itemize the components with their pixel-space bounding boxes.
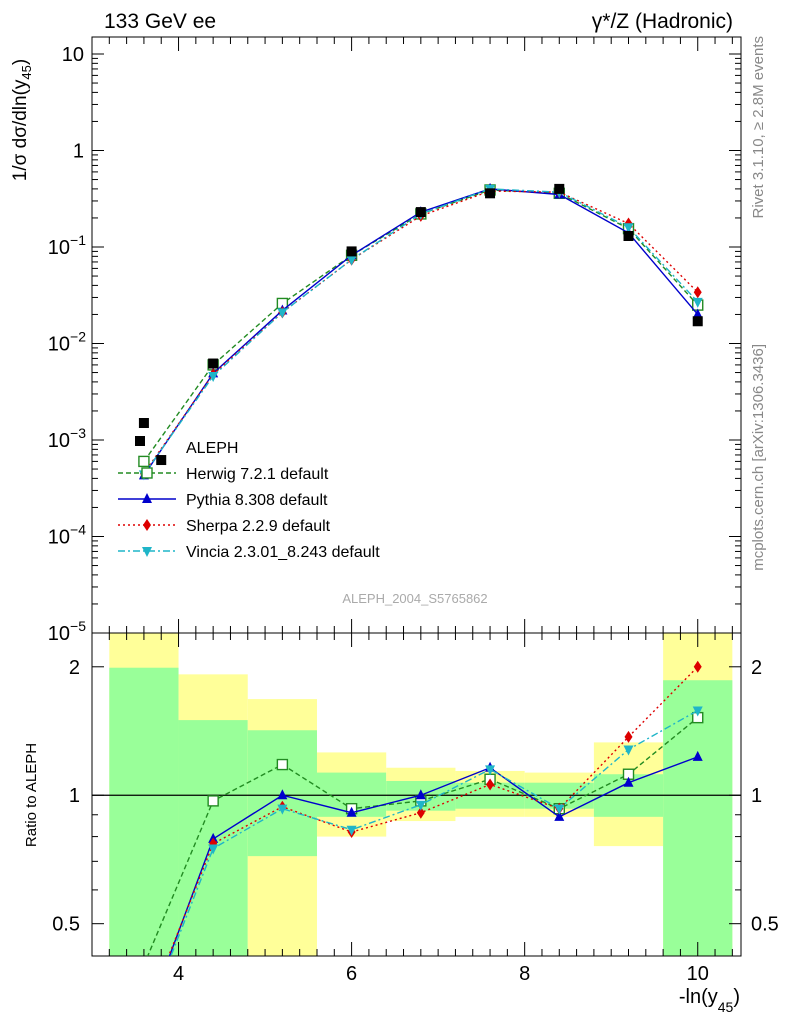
data-point xyxy=(486,778,495,791)
series-line xyxy=(143,189,699,462)
series-line xyxy=(143,188,699,475)
data-point xyxy=(346,806,357,817)
ratio-y-tick-label: 1 xyxy=(69,785,80,807)
mcplots-label: mcplots.cern.ch [arXiv:1306.3436] xyxy=(750,344,767,571)
data-point xyxy=(346,825,357,836)
data-point xyxy=(692,750,703,761)
x-tick-label: 4 xyxy=(173,963,184,985)
x-tick-label: 10 xyxy=(687,963,709,985)
y-tick-label: 10−5 xyxy=(48,618,86,645)
rivet-label: Rivet 3.1.10, ≥ 2.8M events xyxy=(750,36,767,219)
series-line xyxy=(143,190,699,474)
data-point xyxy=(415,789,426,800)
data-point xyxy=(346,255,357,266)
svg-text:1/σ dσ/dln(y45): 1/σ dσ/dln(y45) xyxy=(10,59,34,181)
data-point xyxy=(623,745,634,756)
data-point xyxy=(485,188,496,199)
uncertainty-band-green xyxy=(109,667,179,956)
data-point xyxy=(156,455,167,466)
legend-label: Vincia 2.3.01_8.243 default xyxy=(186,544,380,561)
data-point xyxy=(692,316,703,327)
ratio-frame xyxy=(91,632,742,957)
data-point xyxy=(208,372,219,383)
data-point xyxy=(623,230,634,241)
y-tick-label: 10−3 xyxy=(48,425,86,452)
y-tick-label: 10−2 xyxy=(48,328,86,355)
ratio-y-tick-label: 0.5 xyxy=(751,914,779,936)
data-point xyxy=(624,730,633,743)
main-series-group xyxy=(138,182,704,481)
ratio-y-tick-label: 2 xyxy=(751,657,762,679)
data-point xyxy=(138,418,149,429)
header-left: 133 GeV ee xyxy=(104,10,216,33)
main-plot: 10 1 10−1 10−2 10−3 10−4 10−5 xyxy=(48,36,742,645)
legend-label: Sherpa 2.2.9 default xyxy=(186,518,331,535)
data-point xyxy=(208,358,219,369)
data-point xyxy=(554,183,565,194)
data-point xyxy=(692,308,703,319)
ratio-plot: 4 6 8 10 0.5 0.5 1 1 2 2 xyxy=(52,632,779,985)
ratio-y-tick-label: 1 xyxy=(751,785,762,807)
data-point xyxy=(416,806,425,819)
y-tick-label: 1 xyxy=(73,140,84,162)
x-tick-label: 6 xyxy=(346,963,357,985)
data-point xyxy=(277,789,288,800)
data-point xyxy=(142,547,152,557)
data-point xyxy=(141,467,153,479)
legend: ALEPH Herwig 7.2.1 default Pythia 8.308 de… xyxy=(118,436,380,561)
x-axis-label: -ln(y45) xyxy=(679,986,740,1015)
header-right: γ*/Z (Hadronic) xyxy=(592,10,733,33)
x-tick-label: 8 xyxy=(519,963,530,985)
data-point xyxy=(207,795,219,807)
data-point xyxy=(415,207,426,218)
data-point xyxy=(485,765,496,776)
data-point xyxy=(693,660,702,673)
data-point xyxy=(138,455,150,468)
y-tick-label: 10−4 xyxy=(48,521,86,548)
ratio-y-tick-label: 0.5 xyxy=(52,914,80,936)
data-point xyxy=(143,519,151,531)
data-point xyxy=(277,308,288,319)
ratio-y-tick-label: 2 xyxy=(69,657,80,679)
data-point xyxy=(692,297,703,308)
data-point xyxy=(693,286,702,299)
legend-label: Herwig 7.2.1 default xyxy=(186,466,329,483)
data-point xyxy=(277,804,288,815)
data-point xyxy=(208,844,219,855)
y-tick-label: 10−1 xyxy=(48,232,86,259)
legend-data-marker xyxy=(135,436,145,446)
legend-label: ALEPH xyxy=(186,440,238,457)
data-point xyxy=(415,800,426,811)
data-point xyxy=(623,223,634,234)
watermark: ALEPH_2004_S5765862 xyxy=(342,591,487,606)
main-ylabel: 1/σ dσ/dln(y45) xyxy=(10,59,34,181)
data-point xyxy=(692,706,703,717)
data-point xyxy=(554,810,565,821)
data-point xyxy=(276,758,289,771)
data-point xyxy=(554,804,565,815)
legend-label: Pythia 8.308 default xyxy=(186,492,328,509)
series-line xyxy=(143,188,699,476)
y-tick-label: 10 xyxy=(62,44,84,66)
ratio-ylabel: Ratio to ALEPH xyxy=(23,743,40,847)
ratio-series-group xyxy=(146,660,704,956)
uncertainty-band-green xyxy=(663,680,733,956)
svg-text:-ln(y45): -ln(y45) xyxy=(679,986,740,1015)
data-point xyxy=(623,776,634,787)
data-point xyxy=(142,493,152,503)
data-point xyxy=(346,246,357,257)
